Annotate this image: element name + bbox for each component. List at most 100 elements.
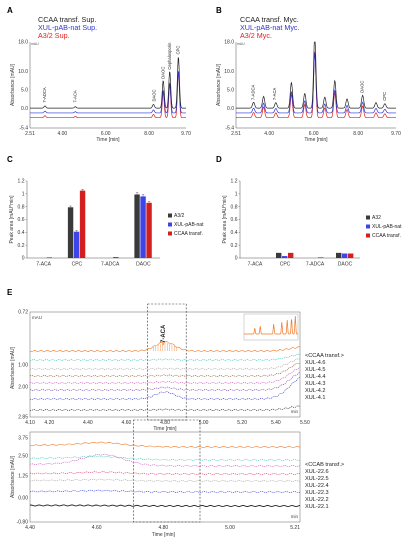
bar <box>134 194 140 258</box>
y-tick-label: 1 <box>235 192 238 198</box>
y-tick-label: 10.0 <box>224 69 234 75</box>
panel-label: C <box>7 155 13 164</box>
x-tick-label: 8.00 <box>144 131 154 137</box>
bar <box>67 207 74 258</box>
x-axis-label: Time [min] <box>304 137 328 143</box>
chromatogram-trace <box>29 471 301 475</box>
y-tick-label: 1 <box>22 192 25 198</box>
x-tick-label: 5.00 <box>199 420 209 426</box>
trace-label: XUL-22.2 <box>305 497 329 503</box>
y-tick-label: 0.6 <box>18 217 25 223</box>
peak-label: 7-ACA <box>72 90 77 103</box>
y-tick-label: 1.2 <box>231 179 238 185</box>
legend-entry: CCAA transf. Sup. <box>38 15 96 24</box>
trace-label: XUL-22.4 <box>305 483 329 489</box>
y-tick-label: 10.0 <box>18 69 28 75</box>
x-tick-label: 4.80 <box>158 525 168 531</box>
chromatogram-trace <box>29 405 301 411</box>
trace-label: <CCAB transf.> <box>305 462 344 468</box>
panel-label: B <box>216 6 222 15</box>
x-axis-label: Time [min] <box>153 426 177 432</box>
y-tick-label: 0 <box>22 256 25 262</box>
x-tick-label: 2.51 <box>231 131 241 137</box>
chromatogram-trace <box>29 489 301 493</box>
inset-frame <box>243 313 299 341</box>
bar <box>336 252 342 258</box>
legend-label: A3/2 <box>174 213 185 219</box>
chromatogram-trace <box>29 358 301 370</box>
x-tick-label: 4.40 <box>83 420 93 426</box>
chromatogram-trace <box>30 57 186 109</box>
y-tick-label: 0.0 <box>227 106 234 112</box>
legend-entry: A3/2 Sup. <box>38 31 70 40</box>
y-tick-label: 0.0 <box>21 106 28 112</box>
y-tick-label: 0.6 <box>231 217 238 223</box>
y-tick-label: 0.72 <box>18 310 28 316</box>
legend-label: XUL-pAB-nat <box>174 222 204 228</box>
x-tick-label: 5.20 <box>237 420 247 426</box>
y-tick-label: 18.0 <box>18 40 28 46</box>
y-tick-label: 0.2 <box>231 243 238 249</box>
y-tick-label: 5.0 <box>21 87 28 93</box>
peak-label: DAOC <box>160 67 165 79</box>
y-axis-label: Absorbance [mAU] <box>10 63 16 106</box>
chromatogram-trace <box>29 367 301 384</box>
x-tick-label: 4.80 <box>160 420 170 426</box>
y-tick-label: 1.25 <box>18 474 28 480</box>
x-tick-label: 5.40 <box>271 420 281 426</box>
peak-label: Cephalosporin <box>167 42 172 70</box>
bar <box>276 252 282 258</box>
trace-label: XUL-22.6 <box>305 469 329 475</box>
trace-label: <CCAA transf.> <box>305 353 344 359</box>
inset-trace <box>244 315 298 335</box>
chromatogram-E2: 3.752.501.250.00-0.804.40 4.60 4.80 5.00 5.2… <box>10 419 344 538</box>
y-tick-label: 1.00 <box>18 363 28 369</box>
chromatogram-trace <box>29 341 301 352</box>
x-axis-label: Time [min] <box>152 532 176 538</box>
trace-label: XUL-22.3 <box>305 490 329 496</box>
x-tick-label: 4.00 <box>264 131 274 137</box>
x-tick-label: 4.60 <box>92 525 102 531</box>
plot-frame <box>29 311 301 418</box>
category-label: CPC <box>72 262 83 268</box>
y-tick-label: 2.50 <box>18 454 28 460</box>
chromatogram-trace <box>29 377 301 400</box>
legend-label: A32 <box>372 215 381 221</box>
y-tick-label: 2.00 <box>18 385 28 391</box>
bar <box>318 257 324 258</box>
legend-entry: CCAA transf. Myc. <box>240 15 299 24</box>
unit-label: mAU <box>237 42 245 46</box>
panel-label: D <box>216 155 222 164</box>
chromatogram-B: B CCAA transf. Myc.XUL-pAB-nat Myc.A3/2 M… <box>216 6 401 143</box>
panel-label: A <box>7 6 13 15</box>
chromatogram-trace <box>29 362 301 377</box>
legend-swatch <box>168 213 172 218</box>
peak-label: CPC <box>382 92 387 101</box>
chromatogram-trace <box>29 478 301 482</box>
plot-frame <box>29 431 301 523</box>
bar <box>140 196 146 258</box>
bar-chart-D: D 1.2 1 0.8 0.6 0.4 0.2 0 Peak area [mAU*min] 7-A… <box>216 155 402 268</box>
y-tick-label: 0.8 <box>231 204 238 210</box>
y-tick-label: -5.4 <box>225 126 234 132</box>
y-tick-label: 1.2 <box>18 179 25 185</box>
x-tick-label: 5.00 <box>225 525 235 531</box>
y-tick-label: 2.85 <box>18 415 28 421</box>
x-tick-label: 2.51 <box>25 131 35 137</box>
trace-label: XUL-22.1 <box>305 504 329 510</box>
box-label: -7-ACA <box>161 324 167 345</box>
category-label: DAOC <box>136 262 151 268</box>
y-tick-label: 0.2 <box>18 243 25 249</box>
x-tick-label: 4.10 <box>25 420 35 426</box>
y-tick-label: 18.0 <box>224 40 234 46</box>
y-tick-label: 0.8 <box>18 204 25 210</box>
y-tick-label: -5.4 <box>19 126 28 132</box>
bar <box>113 257 119 258</box>
trace-label: XUL-4.3 <box>305 381 326 387</box>
x-tick-label: 5.21 <box>290 525 300 531</box>
chromatogram-trace <box>29 453 301 467</box>
category-label: 7-ACA <box>36 262 51 268</box>
unit-label: mAU <box>32 315 42 320</box>
